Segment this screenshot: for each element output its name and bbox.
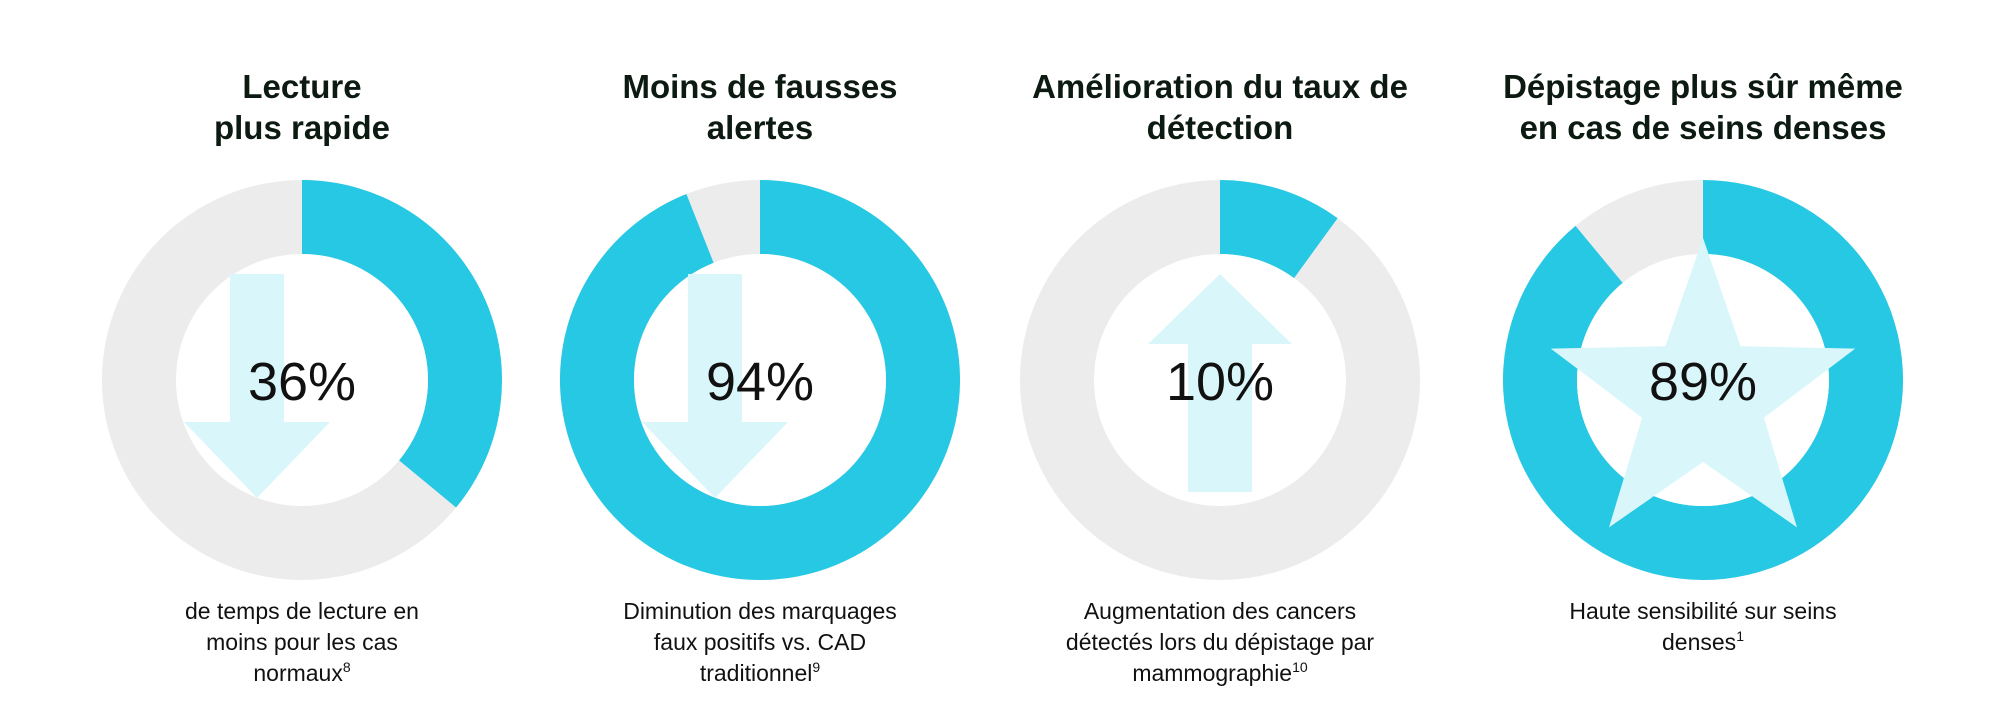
donut-chart: 10% <box>1020 180 1420 580</box>
panel-title-line: détection <box>1146 109 1294 146</box>
panel-title: Moins de fausses alertes <box>530 66 990 148</box>
panel-title-line: en cas de seins denses <box>1519 109 1887 146</box>
caption-line: mammographie <box>1132 660 1293 686</box>
caption-line-last: normaux8 <box>72 658 532 689</box>
donut-value-slice <box>560 180 960 580</box>
percentage-label: 36% <box>248 352 356 412</box>
footnote-marker: 8 <box>342 659 351 675</box>
arrow-down-icon <box>184 274 330 498</box>
stat-panel: Dépistage plus sûr même en cas de seins … <box>1473 0 1933 724</box>
percentage-label: 94% <box>706 352 814 412</box>
caption-line: Diminution des marquages <box>623 598 897 624</box>
caption-line: faux positifs vs. CAD <box>653 629 867 655</box>
star-icon <box>1550 238 1856 528</box>
caption-line: traditionnel <box>699 660 813 686</box>
panel-title-line: Dépistage plus sûr même <box>1503 68 1903 105</box>
caption-line: moins pour les cas <box>206 629 398 655</box>
stat-panel: Lecture plus rapide 36% de temps de lect… <box>72 0 532 724</box>
donut-chart: 89% <box>1503 180 1903 580</box>
caption-line: denses <box>1662 629 1737 655</box>
caption-line: détectés lors du dépistage par <box>1065 629 1375 655</box>
donut-value-slice <box>1220 180 1338 279</box>
caption-line-last: denses1 <box>1473 627 1933 658</box>
panel-title-line: Lecture <box>242 68 362 105</box>
percentage-label: 10% <box>1166 352 1274 412</box>
panel-caption: Diminution des marquages faux positifs v… <box>530 596 990 689</box>
footnote-marker: 9 <box>812 659 821 675</box>
panel-title: Amélioration du taux de détection <box>990 66 1450 148</box>
donut-value-slice <box>1503 180 1903 580</box>
panel-title: Lecture plus rapide <box>72 66 532 148</box>
caption-line: Haute sensibilité sur seins <box>1569 598 1837 624</box>
arrow-down-icon <box>642 274 788 498</box>
percentage-label: 89% <box>1649 352 1757 412</box>
caption-line: normaux <box>253 660 343 686</box>
arrow-up-icon <box>1148 274 1292 492</box>
panel-title: Dépistage plus sûr même en cas de seins … <box>1473 66 1933 148</box>
caption-line-last: mammographie10 <box>990 658 1450 689</box>
panel-title-line: plus rapide <box>213 109 391 146</box>
caption-line: Augmentation des cancers <box>1083 598 1357 624</box>
donut-chart: 94% <box>560 180 960 580</box>
panel-caption: Augmentation des cancers détectés lors d… <box>990 596 1450 689</box>
stat-panel: Moins de fausses alertes 94% Diminution … <box>530 0 990 724</box>
panel-caption: Haute sensibilité sur seins denses1 <box>1473 596 1933 658</box>
footnote-marker: 1 <box>1736 628 1744 644</box>
donut-chart: 36% <box>102 180 502 580</box>
donut-value-slice <box>302 180 502 508</box>
panel-title-line: Moins de fausses <box>622 68 898 105</box>
panel-title-line: alertes <box>706 109 814 146</box>
footnote-marker: 10 <box>1292 659 1308 675</box>
stat-panel: Amélioration du taux de détection 10% Au… <box>990 0 1450 724</box>
caption-line: de temps de lecture en <box>185 598 419 624</box>
caption-line-last: traditionnel9 <box>530 658 990 689</box>
panel-caption: de temps de lecture en moins pour les ca… <box>72 596 532 689</box>
panel-title-line: Amélioration du taux de <box>1032 68 1408 105</box>
